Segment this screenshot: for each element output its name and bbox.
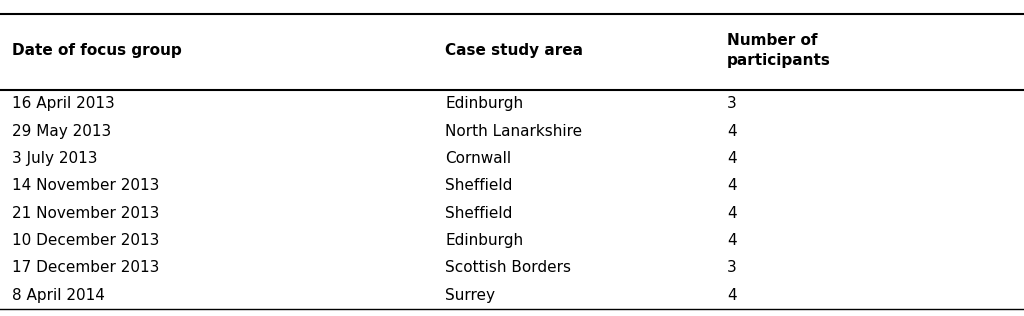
Text: Edinburgh: Edinburgh bbox=[445, 233, 523, 248]
Text: 10 December 2013: 10 December 2013 bbox=[12, 233, 160, 248]
Text: 29 May 2013: 29 May 2013 bbox=[12, 124, 112, 139]
Text: 4: 4 bbox=[727, 206, 736, 221]
Text: 17 December 2013: 17 December 2013 bbox=[12, 260, 160, 276]
Text: Case study area: Case study area bbox=[445, 43, 584, 58]
Text: 4: 4 bbox=[727, 151, 736, 166]
Text: Number of
participants: Number of participants bbox=[727, 33, 830, 68]
Text: 21 November 2013: 21 November 2013 bbox=[12, 206, 160, 221]
Text: 3: 3 bbox=[727, 260, 737, 276]
Text: 4: 4 bbox=[727, 178, 736, 193]
Text: Sheffield: Sheffield bbox=[445, 178, 513, 193]
Text: 16 April 2013: 16 April 2013 bbox=[12, 96, 115, 111]
Text: 4: 4 bbox=[727, 124, 736, 139]
Text: 4: 4 bbox=[727, 233, 736, 248]
Text: Sheffield: Sheffield bbox=[445, 206, 513, 221]
Text: Cornwall: Cornwall bbox=[445, 151, 512, 166]
Text: 4: 4 bbox=[727, 288, 736, 303]
Text: Date of focus group: Date of focus group bbox=[12, 43, 182, 58]
Text: 14 November 2013: 14 November 2013 bbox=[12, 178, 160, 193]
Text: 8 April 2014: 8 April 2014 bbox=[12, 288, 105, 303]
Text: North Lanarkshire: North Lanarkshire bbox=[445, 124, 583, 139]
Text: 3 July 2013: 3 July 2013 bbox=[12, 151, 97, 166]
Text: 3: 3 bbox=[727, 96, 737, 111]
Text: Scottish Borders: Scottish Borders bbox=[445, 260, 571, 276]
Text: Edinburgh: Edinburgh bbox=[445, 96, 523, 111]
Text: Surrey: Surrey bbox=[445, 288, 496, 303]
